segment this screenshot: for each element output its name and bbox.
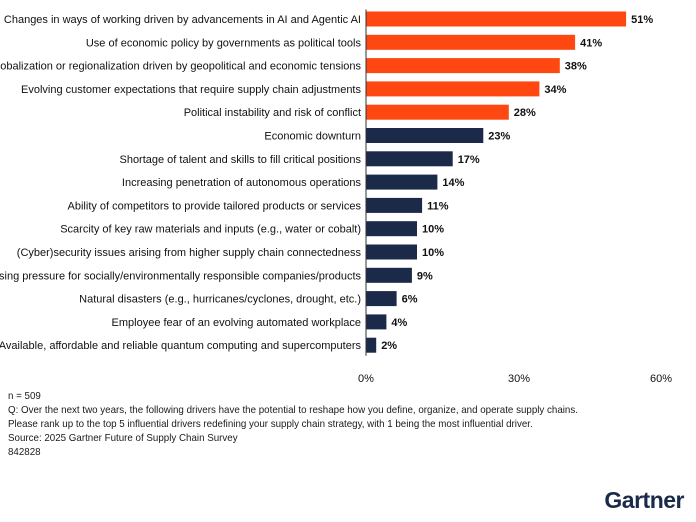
category-label: Evolving customer expectations that requ… — [21, 84, 361, 96]
survey-question-line-1: Q: Over the next two years, the followin… — [8, 404, 578, 416]
category-label: Employee fear of an evolving automated w… — [112, 317, 361, 329]
category-label: Increasing penetration of autonomous ope… — [122, 177, 362, 189]
data-label: 14% — [442, 177, 464, 189]
category-label: Ability of competitors to provide tailor… — [68, 200, 362, 212]
sample-size-note: n = 509 — [8, 390, 41, 402]
bar — [366, 314, 387, 330]
bar — [366, 267, 412, 283]
bar — [366, 81, 540, 97]
x-tick-label: 0% — [358, 373, 374, 385]
x-tick-label: 60% — [650, 373, 672, 385]
survey-question-line-2: Please rank up to the top 5 influential … — [8, 418, 533, 430]
category-label: Use of economic policy by governments as… — [86, 37, 362, 49]
category-label: Natural disasters (e.g., hurricanes/cycl… — [79, 294, 361, 306]
bar — [366, 244, 417, 260]
bar — [366, 221, 417, 237]
bar — [366, 197, 423, 213]
data-label: 28% — [514, 107, 536, 119]
bar — [366, 11, 627, 27]
data-label: 17% — [458, 154, 480, 166]
bar — [366, 174, 438, 190]
category-label: Increasing pressure for socially/environ… — [0, 270, 361, 282]
category-label: Economic downturn — [264, 131, 361, 143]
bar — [366, 34, 576, 50]
data-label: 23% — [488, 131, 510, 143]
category-label: Scarcity of key raw materials and inputs… — [60, 224, 361, 236]
bar-chart: Changes in ways of working driven by adv… — [0, 9, 672, 385]
category-label: Deglobalization or regionalization drive… — [0, 61, 361, 73]
data-label: 4% — [391, 317, 407, 329]
data-label: 9% — [417, 270, 433, 282]
bar — [366, 291, 397, 307]
gartner-logo: Gartner — [604, 487, 684, 513]
category-label: Political instability and risk of confli… — [184, 107, 361, 119]
bar — [366, 151, 453, 167]
data-label: 10% — [422, 247, 444, 259]
bar — [366, 58, 560, 74]
bar — [366, 337, 377, 353]
data-label: 2% — [381, 340, 397, 352]
category-label: Available, affordable and reliable quant… — [0, 340, 361, 352]
x-tick-label: 30% — [508, 373, 530, 385]
source-note: Source: 2025 Gartner Future of Supply Ch… — [8, 432, 238, 444]
data-label: 10% — [422, 224, 444, 236]
bar — [366, 128, 484, 143]
category-label: Shortage of talent and skills to fill cr… — [119, 154, 361, 166]
data-label: 41% — [580, 37, 602, 49]
data-label: 11% — [427, 200, 449, 212]
data-label: 51% — [631, 14, 653, 26]
data-label: 6% — [402, 294, 418, 306]
bar — [366, 104, 509, 120]
footnotes: n = 509 Q: Over the next two years, the … — [8, 389, 578, 459]
data-label: 38% — [565, 61, 587, 73]
category-label: (Cyber)security issues arising from high… — [17, 247, 362, 259]
category-label: Changes in ways of working driven by adv… — [4, 14, 361, 26]
document-id: 842828 — [8, 446, 41, 458]
data-label: 34% — [544, 84, 566, 96]
